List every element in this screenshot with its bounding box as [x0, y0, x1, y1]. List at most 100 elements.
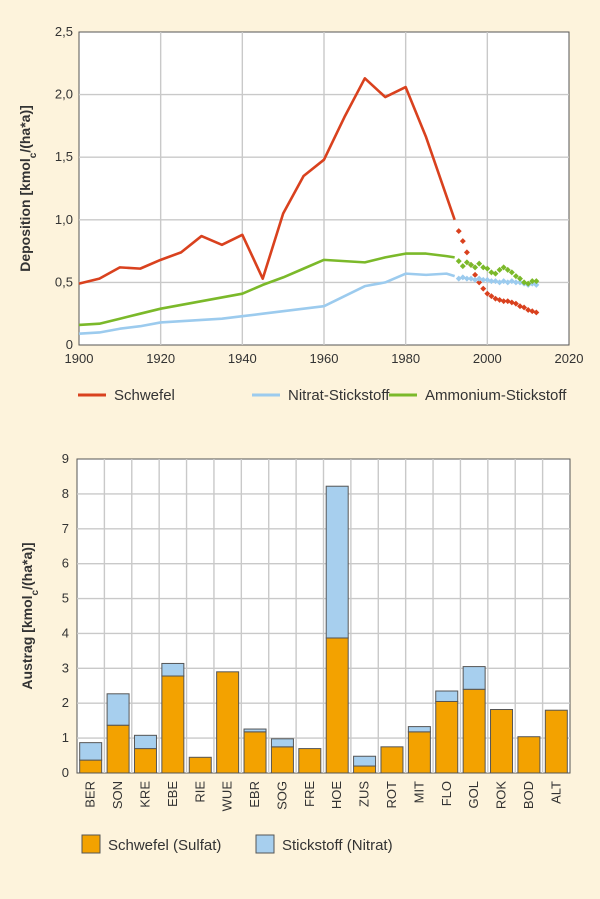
- y-tick-label: 4: [62, 625, 69, 640]
- bar-gol-stickstoff: [462, 666, 486, 690]
- series-line-nitrat-stickstoff: [78, 272, 456, 336]
- legend-label-stickstoff: Stickstoff (Nitrat): [282, 837, 393, 854]
- x-category-label: ZUS: [357, 781, 372, 807]
- bar-son-stickstoff: [106, 693, 130, 726]
- bar-rok-schwefel: [490, 709, 514, 774]
- series-point-schwefel: [484, 290, 491, 297]
- series-point-ammonium-stickstoff: [533, 278, 540, 285]
- y-tick-label: 2: [62, 695, 69, 710]
- bar-ebr-schwefel: [243, 731, 267, 774]
- series-point-schwefel: [459, 238, 466, 245]
- legend-label-ammonium-stickstoff: Ammonium-Stickstoff: [425, 387, 567, 404]
- y-tick-label: 1,5: [55, 149, 73, 164]
- y-tick-label: 0: [66, 337, 73, 352]
- x-category-label: BOD: [521, 781, 536, 809]
- series-line-schwefel: [78, 77, 456, 285]
- x-tick-label: 1940: [228, 351, 257, 366]
- series-point-ammonium-stickstoff: [455, 258, 462, 265]
- legend-label-schwefel: Schwefel: [114, 387, 175, 404]
- bar-bod-schwefel: [517, 736, 541, 774]
- bar-rot-schwefel: [380, 746, 404, 774]
- bar-hoe-stickstoff: [325, 485, 349, 639]
- x-category-label: RIE: [192, 781, 207, 803]
- series-point-ammonium-stickstoff: [504, 266, 511, 273]
- x-category-label: WUE: [220, 781, 235, 812]
- x-tick-label: 1960: [310, 351, 339, 366]
- series-point-nitrat-stickstoff: [533, 281, 540, 288]
- legend-swatch-stickstoff: [255, 834, 275, 854]
- series-point-ammonium-stickstoff: [459, 263, 466, 270]
- x-category-label: FLO: [439, 781, 454, 806]
- legend-swatch-schwefel: [81, 834, 101, 854]
- y-tick-label: 2,5: [55, 24, 73, 39]
- deposition-line-chart: 1900 1920 1940 1960 1980 2000 2020 0 0,5 1,0 1,5 2,…: [17, 24, 584, 404]
- x-category-label: KRE: [137, 781, 152, 808]
- series-point-schwefel: [472, 271, 479, 278]
- bar-zus-stickstoff: [353, 755, 377, 767]
- bar-zus-schwefel: [353, 765, 377, 774]
- austrag-bar-chart: 0 1 2 3 4 5 6 7 8 9 BER SON KRE EBE RIE WUE EBR SOG FRE HOE…: [19, 451, 571, 854]
- bar-kre-stickstoff: [133, 734, 157, 750]
- y-tick-label: 1: [62, 730, 69, 745]
- y-tick-label: 2,0: [55, 87, 73, 102]
- x-category-label: EBE: [165, 781, 180, 807]
- bar-gol-schwefel: [462, 688, 486, 774]
- bar-flo-stickstoff: [435, 690, 459, 702]
- x-category-label: MIT: [411, 781, 426, 803]
- bar-wue-schwefel: [216, 671, 240, 774]
- x-tick-label: 1920: [146, 351, 175, 366]
- x-category-label: HOE: [329, 781, 344, 810]
- bar-hoe-schwefel: [325, 637, 349, 774]
- y-tick-label: 0,5: [55, 274, 73, 289]
- bar-ebe-schwefel: [161, 675, 185, 774]
- bar-ebr-stickstoff: [243, 728, 267, 733]
- legend-label-nitrat-stickstoff: Nitrat-Stickstoff: [288, 387, 390, 404]
- bar-fre-schwefel: [298, 748, 322, 774]
- x-category-label: SOG: [274, 781, 289, 810]
- x-tick-label: 1980: [391, 351, 420, 366]
- series-point-nitrat-stickstoff: [480, 276, 487, 283]
- bar-flo-schwefel: [435, 700, 459, 774]
- y-tick-label: 0: [62, 765, 69, 780]
- series-point-schwefel: [521, 304, 528, 311]
- x-category-label: ROT: [384, 781, 399, 809]
- bar-mit-stickstoff: [407, 726, 431, 733]
- x-category-label: GOL: [466, 781, 481, 808]
- y-tick-label: 3: [62, 660, 69, 675]
- x-tick-label: 2020: [555, 351, 584, 366]
- bar-ebe-stickstoff: [161, 662, 185, 677]
- x-category-label: ALT: [548, 781, 563, 804]
- x-tick-label: 1900: [65, 351, 94, 366]
- x-category-label: FRE: [302, 781, 317, 807]
- y-tick-label: 5: [62, 591, 69, 606]
- bar-ber-stickstoff: [79, 742, 103, 761]
- legend-label-schwefel: Schwefel (Sulfat): [108, 837, 221, 854]
- x-tick-label: 2000: [473, 351, 502, 366]
- bar-ber-schwefel: [79, 759, 103, 774]
- bar-rie-schwefel: [188, 756, 212, 774]
- bar-mit-schwefel: [407, 731, 431, 774]
- y-tick-label: 8: [62, 486, 69, 501]
- x-category-label: SON: [110, 781, 125, 809]
- bar-kre-schwefel: [133, 748, 157, 774]
- y-axis-label: Deposition [kmolc/(ha*a)]: [17, 105, 39, 272]
- y-tick-label: 9: [62, 451, 69, 466]
- x-category-label: EBR: [247, 781, 262, 808]
- y-tick-label: 7: [62, 521, 69, 536]
- series-point-ammonium-stickstoff: [496, 266, 503, 273]
- series-point-schwefel: [533, 309, 540, 316]
- y-tick-label: 1,0: [55, 212, 73, 227]
- series-point-ammonium-stickstoff: [508, 269, 515, 276]
- x-category-label: ROK: [494, 781, 509, 810]
- series-point-ammonium-stickstoff: [468, 261, 474, 268]
- bar-alt-schwefel: [544, 709, 568, 774]
- y-tick-label: 6: [62, 556, 69, 571]
- series-point-schwefel: [463, 249, 470, 256]
- series-line-ammonium-stickstoff: [78, 252, 455, 327]
- bar-sog-schwefel: [270, 746, 294, 774]
- bar-sog-stickstoff: [270, 738, 294, 748]
- series-point-schwefel: [480, 285, 487, 292]
- series-point-ammonium-stickstoff: [472, 264, 479, 271]
- series-point-ammonium-stickstoff: [517, 275, 523, 282]
- bar-son-schwefel: [106, 724, 130, 774]
